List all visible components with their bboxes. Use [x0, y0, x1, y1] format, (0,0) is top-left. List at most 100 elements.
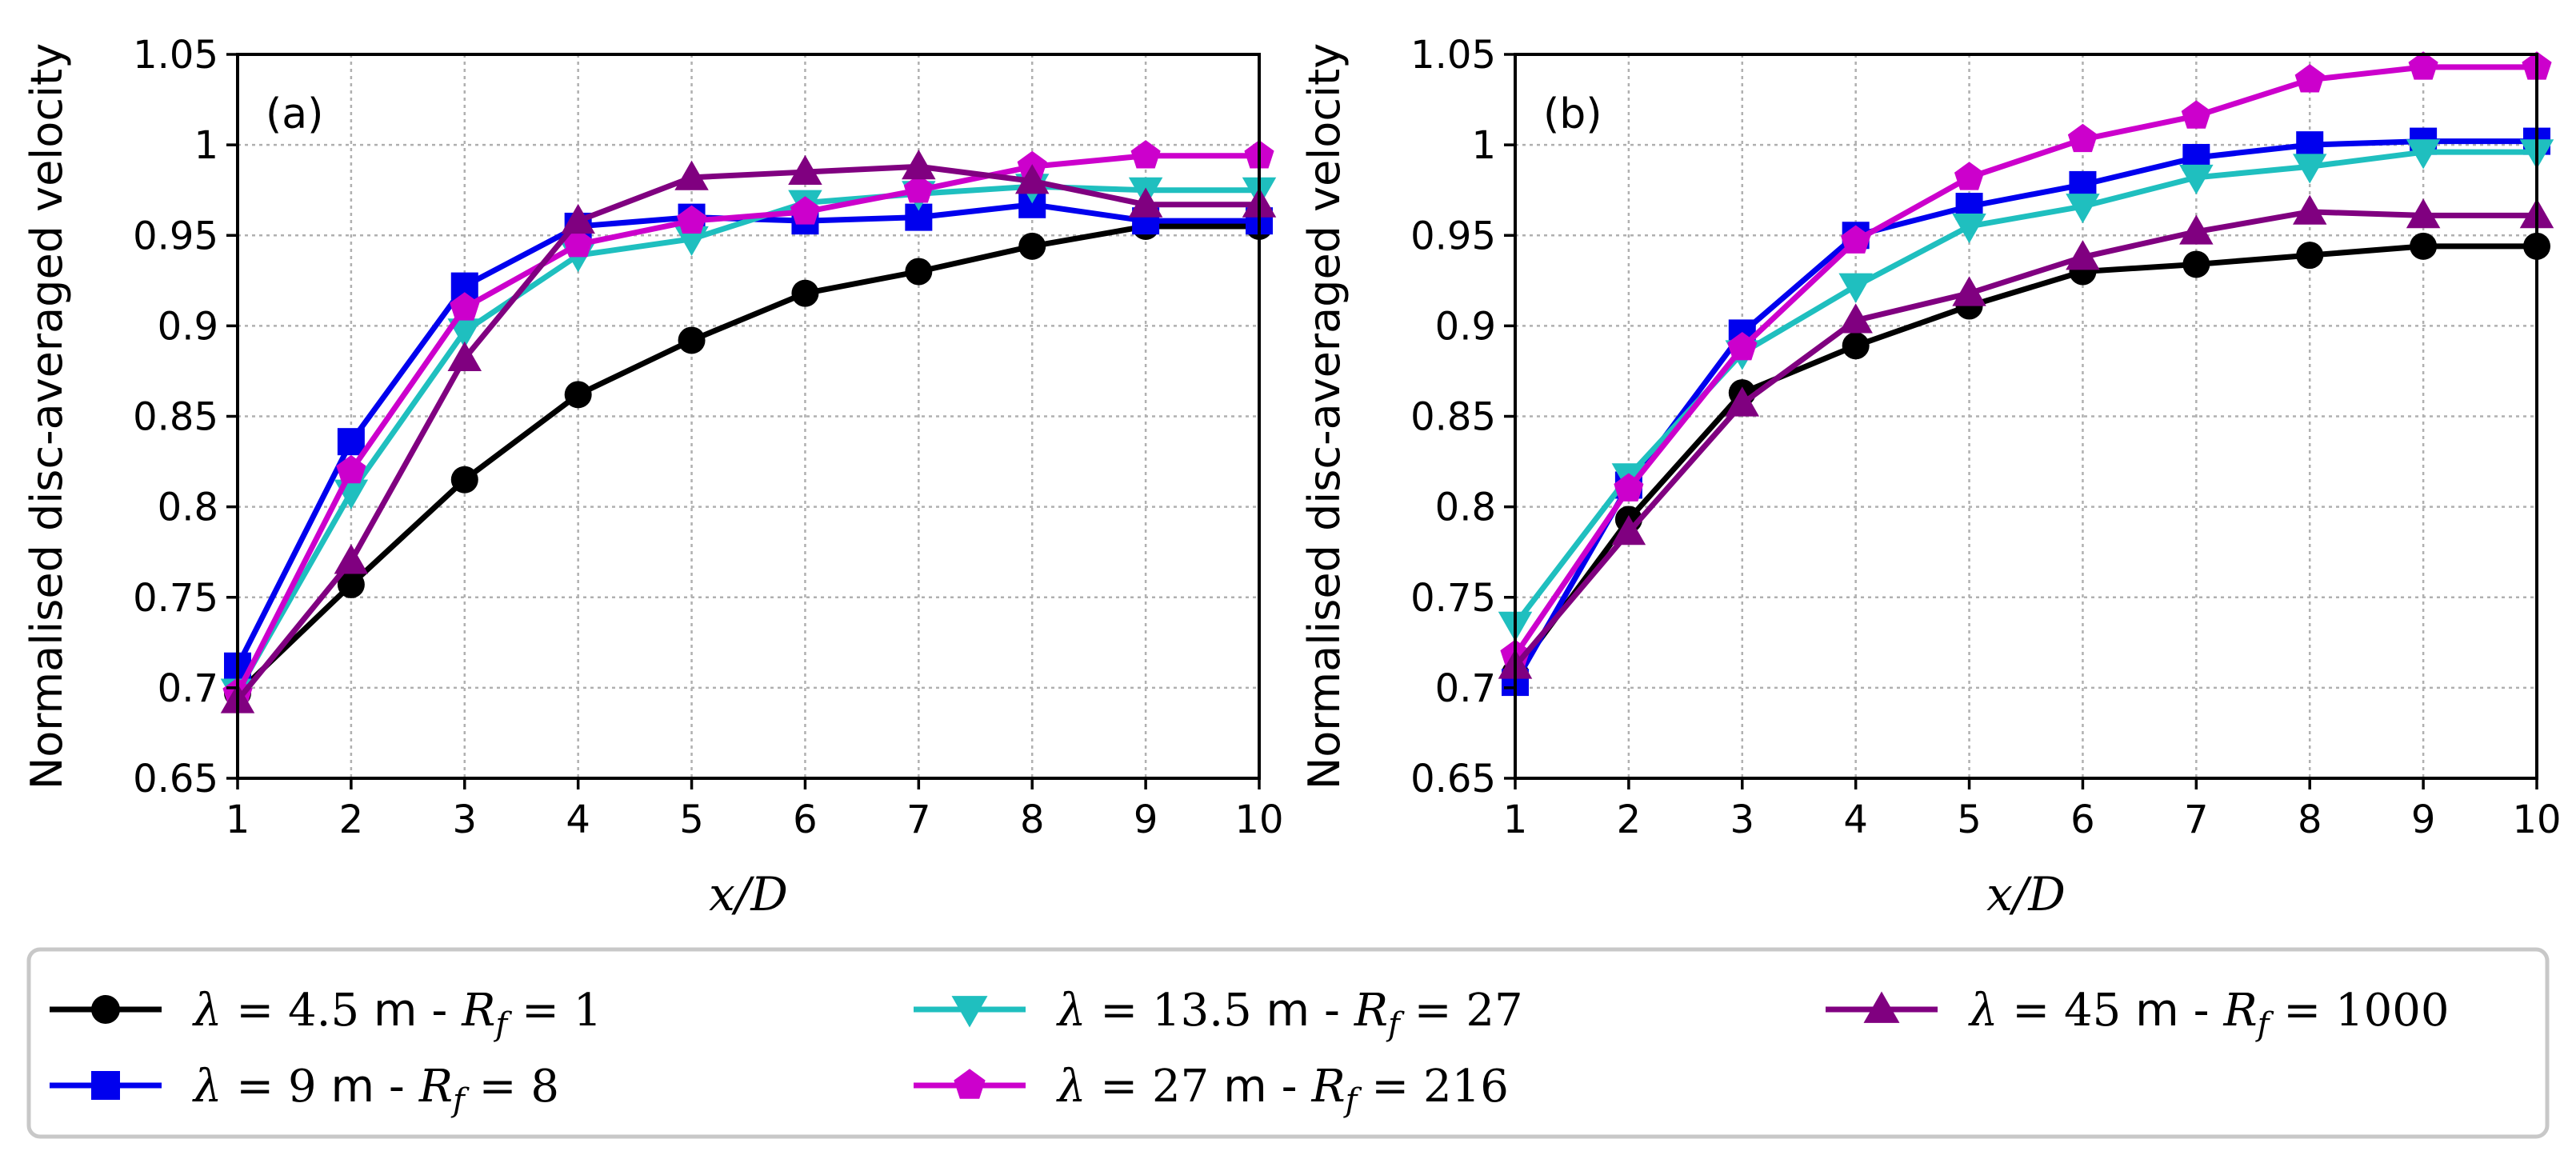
legend-label-part: = 216 — [1357, 1061, 1508, 1113]
data-point — [563, 229, 594, 258]
data-point — [2292, 194, 2327, 225]
x-tick-label: 5 — [679, 797, 704, 842]
panel-b: 1 2 3 4 5 6 7 8 9 10 0.65 0.7 0.75 0.8 0.85 0.9 0.95 1 1.0… — [1299, 33, 2562, 921]
x-tick-label: 5 — [1957, 797, 1982, 842]
legend-label-part: = 8 — [465, 1061, 559, 1113]
ticks: 1 2 3 4 5 6 7 8 9 10 0.65 0.7 0.75 0.8 0.85 0.9 0.95 1 1.0… — [1410, 33, 2561, 842]
data-point — [447, 341, 482, 372]
y-tick-label: 0.75 — [1410, 576, 1496, 621]
series-line — [235, 223, 1259, 696]
data-point — [1954, 162, 1985, 190]
data-point — [1018, 232, 1046, 260]
legend-label-part: R — [1354, 985, 1388, 1037]
x-axis-label: x/D — [1986, 867, 2066, 921]
data-point — [674, 160, 709, 190]
legend: λ = 4.5 m - Rf = 1 λ = 13.5 m - Rf = 27 λ … — [26, 947, 2550, 1139]
data-point — [788, 154, 822, 185]
data-point — [2182, 250, 2210, 278]
x-tick-label: 3 — [1730, 797, 1755, 842]
data-point — [1952, 276, 1986, 306]
legend-label-part: λ — [1968, 985, 1998, 1037]
legend-label-part: m - — [1223, 1061, 1311, 1113]
series-0 — [1502, 232, 2550, 687]
data-point — [1727, 331, 1758, 361]
legend-label-part: R — [2222, 985, 2257, 1037]
legend-label-part: = 27 — [1086, 1061, 1224, 1113]
legend-label-part: R — [461, 985, 495, 1037]
y-tick-label: 0.9 — [1435, 304, 1496, 349]
y-tick-label: 0.95 — [133, 214, 218, 258]
series-4 — [220, 150, 1277, 713]
y-tick-label: 0.7 — [158, 666, 218, 711]
data-point — [790, 196, 821, 225]
data-point — [337, 428, 365, 456]
panel-a: 1 2 3 4 5 6 7 8 9 10 0.65 0.7 0.75 0.8 0.85 0.9 0.95 1 1.0… — [22, 33, 1284, 921]
series-line — [234, 183, 1259, 693]
legend-entry: λ = 27 m - Rf = 216 — [914, 1061, 1509, 1119]
data-point — [1614, 473, 1644, 502]
legend-label-part: = 1000 — [2269, 985, 2449, 1037]
series-1 — [224, 190, 1273, 680]
data-point — [2066, 240, 2100, 270]
series-0 — [224, 212, 1273, 707]
data-point — [2406, 198, 2441, 229]
data-point — [2294, 64, 2325, 93]
series-line — [1513, 243, 2537, 675]
legend-marker — [1863, 991, 1900, 1023]
data-point — [2066, 194, 2100, 224]
legend-entry: λ = 4.5 m - Rf = 1 — [50, 985, 602, 1043]
x-tick-label: 9 — [2411, 797, 2436, 842]
legend-label: λ = 27 m - Rf = 216 — [1056, 1061, 1509, 1119]
y-tick-label: 1 — [1471, 123, 1496, 168]
y-tick-label: 1.05 — [133, 33, 218, 78]
series-line — [234, 153, 1259, 695]
data-point — [2410, 232, 2438, 260]
series-2 — [220, 174, 1277, 709]
data-point — [337, 570, 365, 598]
y-tick-label: 0.7 — [1435, 666, 1496, 711]
legend-marker — [91, 1071, 120, 1100]
data-point — [791, 279, 819, 307]
x-tick-label: 9 — [1134, 797, 1158, 842]
y-tick-label: 0.85 — [1410, 395, 1496, 440]
series-line — [235, 163, 1259, 702]
data-point — [2179, 214, 2214, 245]
legend-label-part: m - — [2135, 985, 2223, 1037]
legend-label-part: = 9 — [222, 1061, 331, 1113]
legend-label: λ = 9 m - Rf = 8 — [192, 1061, 559, 1119]
y-tick-label: 0.65 — [133, 757, 218, 801]
data-point — [336, 454, 366, 484]
data-point — [2296, 242, 2324, 270]
data-point — [564, 381, 592, 409]
legend-label-part: = 13.5 — [1086, 985, 1266, 1037]
y-axis-label: Normalised disc-averaged velocity — [22, 43, 72, 789]
y-tick-label: 0.95 — [1410, 214, 1496, 258]
legend-label-part: m - — [1266, 985, 1354, 1037]
data-point — [2067, 123, 2098, 153]
data-point — [450, 292, 480, 321]
data-point — [1014, 164, 1050, 194]
data-point — [1841, 225, 1871, 254]
data-point — [676, 205, 707, 234]
y-tick-label: 1.05 — [1410, 33, 1496, 78]
data-point — [902, 150, 936, 180]
data-point — [1838, 303, 1873, 334]
data-point — [674, 226, 709, 257]
x-tick-label: 6 — [2070, 797, 2095, 842]
data-point — [903, 174, 934, 203]
x-tick-label: 6 — [793, 797, 818, 842]
data-point — [561, 203, 595, 234]
data-point — [2292, 154, 2327, 184]
legend-label-part: = 45 — [1998, 985, 2136, 1037]
series-3 — [222, 140, 1274, 706]
y-tick-label: 0.85 — [133, 395, 218, 440]
ticks: 1 2 3 4 5 6 7 8 9 10 0.65 0.7 0.75 0.8 0.85 0.9 0.95 1 1.0… — [133, 33, 1283, 842]
legend-label: λ = 45 m - Rf = 1000 — [1968, 985, 2449, 1043]
x-tick-label: 10 — [2512, 797, 2561, 842]
data-point — [447, 318, 482, 349]
data-point — [2179, 164, 2214, 195]
x-tick-label: 2 — [339, 797, 364, 842]
series-line — [1513, 64, 2537, 657]
x-tick-label: 3 — [453, 797, 478, 842]
series-line — [1512, 138, 2537, 684]
